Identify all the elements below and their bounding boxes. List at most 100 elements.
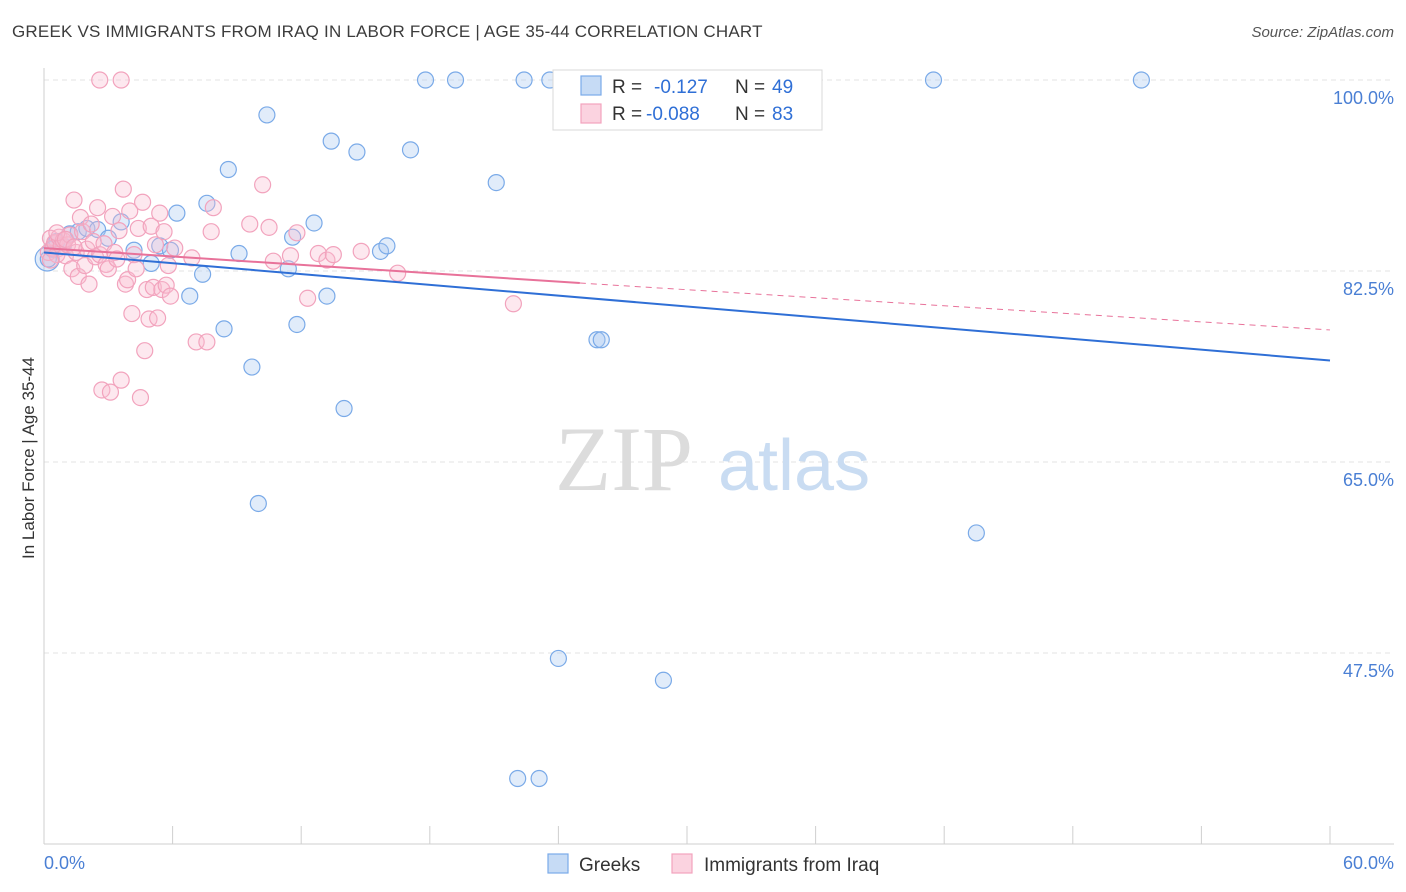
point-greeks-23 bbox=[258, 106, 276, 124]
point-iraq-44 bbox=[133, 193, 152, 211]
point-greeks-46 bbox=[924, 71, 943, 89]
point-greeks-45 bbox=[654, 671, 673, 689]
legend-r-value-greeks: -0.127 bbox=[654, 77, 708, 98]
legend-n-value-greeks: 49 bbox=[772, 77, 793, 98]
point-iraq-82 bbox=[65, 238, 83, 256]
scatter-points bbox=[34, 71, 1150, 788]
trend-line-greeks bbox=[43, 251, 1331, 362]
point-greeks-35 bbox=[416, 71, 435, 89]
point-iraq-38 bbox=[121, 202, 139, 220]
point-iraq-67 bbox=[254, 176, 272, 194]
point-iraq-19 bbox=[80, 275, 98, 293]
point-iraq-52 bbox=[151, 204, 169, 222]
bottom-legend-swatch-greeks bbox=[547, 853, 569, 874]
y-tick-label-2: 82.5% bbox=[1343, 279, 1394, 299]
point-iraq-72 bbox=[299, 289, 317, 307]
y-tick-label-1: 65.0% bbox=[1343, 470, 1394, 490]
point-greeks-44 bbox=[592, 331, 610, 349]
point-iraq-56 bbox=[159, 256, 177, 275]
x-tick-label-max: 60.0% bbox=[1343, 853, 1394, 873]
point-iraq-77 bbox=[389, 264, 407, 282]
point-iraq-68 bbox=[260, 218, 278, 236]
point-iraq-42 bbox=[129, 219, 147, 238]
point-greeks-37 bbox=[487, 173, 505, 192]
axes bbox=[43, 68, 1394, 845]
point-greeks-20 bbox=[230, 244, 248, 263]
point-greeks-48 bbox=[1132, 71, 1150, 89]
point-greeks-30 bbox=[335, 399, 353, 418]
watermark-zip: ZIP bbox=[555, 408, 693, 510]
point-iraq-79 bbox=[41, 251, 60, 269]
point-greeks-34 bbox=[401, 141, 420, 159]
point-greeks-42 bbox=[549, 649, 568, 668]
point-iraq-57 bbox=[161, 287, 180, 305]
point-iraq-45 bbox=[136, 342, 154, 360]
point-greeks-11 bbox=[142, 254, 160, 272]
point-iraq-63 bbox=[198, 333, 216, 351]
point-iraq-50 bbox=[146, 236, 165, 254]
point-iraq-30 bbox=[103, 207, 122, 226]
point-greeks-28 bbox=[318, 287, 336, 305]
bottom-legend-label-greeks: Greeks bbox=[579, 855, 640, 876]
legend-n-label-iraq: N = bbox=[735, 104, 765, 125]
point-iraq-71 bbox=[288, 224, 306, 242]
point-greeks-33 bbox=[378, 237, 396, 255]
point-greeks-19 bbox=[219, 160, 237, 179]
stats-legend: R = -0.127 N = 49 R = -0.088 N = 83 bbox=[552, 69, 823, 131]
point-greeks-14 bbox=[168, 204, 186, 222]
x-tick-label-min: 0.0% bbox=[44, 853, 85, 873]
point-iraq-73 bbox=[309, 244, 327, 263]
point-iraq-48 bbox=[142, 217, 160, 235]
point-greeks-31 bbox=[348, 143, 366, 161]
point-iraq-47 bbox=[140, 310, 158, 328]
legend-r-label-greeks: R = bbox=[612, 77, 642, 98]
point-greeks-29 bbox=[322, 132, 340, 150]
legend-r-label-iraq: R = bbox=[612, 104, 642, 125]
point-iraq-46 bbox=[138, 280, 156, 299]
point-greeks-47 bbox=[967, 524, 985, 542]
point-iraq-34 bbox=[112, 371, 130, 389]
trend-lines bbox=[43, 247, 1331, 362]
point-iraq-60 bbox=[112, 71, 130, 89]
point-greeks-22 bbox=[249, 494, 267, 513]
point-iraq-76 bbox=[352, 242, 370, 260]
point-greeks-18 bbox=[215, 320, 233, 338]
legend-swatch-greeks bbox=[580, 75, 602, 96]
series-legend: Greeks Immigrants from Iraq bbox=[547, 853, 879, 876]
point-greeks-36 bbox=[446, 71, 465, 89]
source-label: Source: ZipAtlas.com bbox=[1251, 24, 1394, 41]
point-iraq-33 bbox=[110, 222, 128, 240]
point-iraq-58 bbox=[166, 239, 184, 257]
point-iraq-28 bbox=[99, 260, 117, 278]
point-iraq-43 bbox=[131, 389, 150, 407]
point-greeks-26 bbox=[288, 315, 306, 334]
legend-n-label-greeks: N = bbox=[735, 77, 765, 98]
y-tick-labels: 47.5% 65.0% 82.5% 100.0% bbox=[1333, 88, 1394, 681]
point-greeks-21 bbox=[243, 358, 261, 376]
trend-line-iraq bbox=[43, 247, 580, 285]
legend-n-value-iraq: 83 bbox=[772, 104, 793, 125]
point-greeks-15 bbox=[181, 287, 199, 305]
point-iraq-78 bbox=[504, 295, 522, 313]
point-iraq-23 bbox=[88, 199, 107, 217]
point-iraq-75 bbox=[324, 246, 342, 264]
bottom-legend-label-iraq: Immigrants from Iraq bbox=[704, 855, 879, 876]
bottom-legend-swatch-iraq bbox=[671, 853, 693, 874]
point-iraq-41 bbox=[127, 260, 145, 278]
point-iraq-15 bbox=[71, 208, 90, 227]
point-iraq-20 bbox=[82, 215, 100, 233]
watermark-atlas: atlas bbox=[718, 426, 870, 506]
point-iraq-59 bbox=[91, 71, 109, 89]
point-greeks-16 bbox=[194, 265, 212, 283]
point-iraq-39 bbox=[123, 304, 141, 323]
chart-title: GREEK VS IMMIGRANTS FROM IRAQ IN LABOR F… bbox=[12, 22, 763, 41]
point-greeks-40 bbox=[530, 769, 548, 788]
point-iraq-65 bbox=[202, 223, 220, 241]
y-tick-label-3: 100.0% bbox=[1333, 88, 1394, 108]
point-iraq-69 bbox=[264, 252, 282, 270]
point-iraq-64 bbox=[204, 199, 222, 217]
point-greeks-38 bbox=[509, 769, 527, 788]
point-iraq-12 bbox=[65, 191, 83, 209]
point-iraq-29 bbox=[101, 383, 120, 401]
